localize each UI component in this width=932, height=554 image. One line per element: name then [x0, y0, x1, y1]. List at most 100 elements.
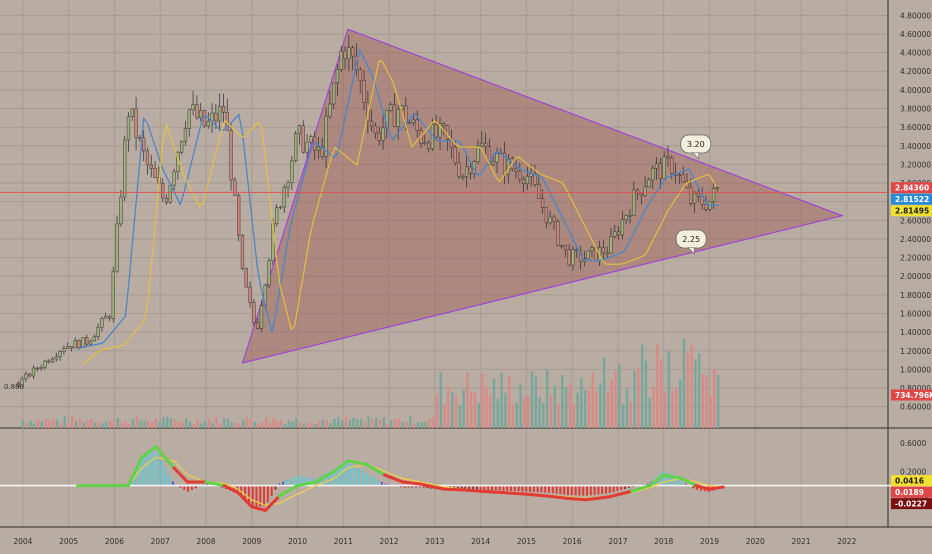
- candle-body: [374, 126, 377, 133]
- volume-bar: [641, 344, 643, 428]
- volume-bar: [341, 420, 343, 428]
- volume-bar: [512, 405, 514, 428]
- macd-hist-bar: [347, 462, 349, 485]
- volume-bar: [113, 419, 115, 428]
- candle-body: [446, 126, 449, 140]
- volume-bar: [288, 420, 290, 428]
- volume-bar: [143, 420, 145, 428]
- candle-body: [108, 317, 111, 319]
- volume-bar: [151, 422, 153, 428]
- volume-bar: [679, 379, 681, 428]
- macd-line-segment: [252, 507, 266, 511]
- volume-bar: [234, 423, 236, 428]
- candle-body: [477, 146, 480, 162]
- macd-hist-bar: [514, 486, 516, 492]
- macd-line-segment: [526, 494, 549, 496]
- candle-body: [363, 81, 366, 103]
- volume-bar: [637, 368, 639, 428]
- candle-body: [233, 180, 236, 195]
- candle-body: [332, 83, 335, 104]
- candle-body: [207, 121, 210, 126]
- candle-body: [184, 129, 187, 142]
- volume-bar: [470, 392, 472, 428]
- candle-body: [625, 216, 628, 220]
- candle-body: [632, 190, 635, 215]
- candle-body: [515, 169, 518, 171]
- candle-body: [602, 247, 605, 253]
- macd-hist-bar: [525, 486, 527, 492]
- candle-body: [648, 180, 651, 187]
- macd-hist-bar: [271, 486, 273, 496]
- candle-body: [275, 208, 278, 224]
- macd-hist-bar: [552, 486, 554, 494]
- volume-bar: [462, 390, 464, 428]
- y-tick-label: 2.00000: [900, 272, 931, 281]
- x-tick-label: 2009: [242, 537, 261, 546]
- y-tick-label: 1.80000: [900, 291, 931, 300]
- volume-bar: [383, 417, 385, 428]
- volume-bar: [649, 398, 651, 428]
- x-tick-label: 2014: [471, 537, 490, 546]
- volume-bar: [326, 420, 328, 428]
- volume-bar: [238, 423, 240, 428]
- volume-bar: [162, 417, 164, 428]
- volume-bar: [485, 387, 487, 428]
- candle-body: [408, 123, 411, 124]
- candle-body: [154, 168, 157, 177]
- macd-hist-bar: [263, 486, 265, 507]
- volume-bar: [223, 418, 225, 428]
- volume-bar: [519, 384, 521, 428]
- candle-body: [587, 251, 590, 259]
- candle-body: [294, 134, 297, 161]
- candle-body: [40, 367, 43, 368]
- macd-hist-bar: [153, 450, 155, 485]
- candle-body: [336, 69, 339, 82]
- volume-bar: [554, 386, 556, 428]
- volume-bar: [508, 376, 510, 428]
- candle-body: [127, 117, 130, 140]
- volume-bar: [645, 361, 647, 428]
- macd-hist-bar: [537, 486, 539, 493]
- x-tick-label: 2011: [334, 537, 353, 546]
- volume-bar: [215, 417, 217, 428]
- x-tick-label: 2018: [654, 537, 673, 546]
- volume-bar: [451, 392, 453, 428]
- candle-body: [461, 176, 464, 177]
- volume-bar: [364, 420, 366, 428]
- volume-bar: [405, 421, 407, 428]
- annotation-upper: 3.20: [687, 140, 705, 149]
- candle-body: [51, 359, 54, 362]
- volume-bar: [386, 424, 388, 428]
- candle-body: [492, 162, 495, 165]
- volume-bar: [371, 419, 373, 428]
- volume-bar: [71, 416, 73, 428]
- volume-bar: [227, 419, 229, 428]
- volume-bar: [702, 374, 704, 428]
- volume-bar: [265, 418, 267, 428]
- volume-bar: [478, 403, 480, 428]
- volume-bar: [128, 424, 130, 428]
- macd-hist-bar: [563, 486, 565, 495]
- volume-bar: [200, 423, 202, 428]
- candle-body: [290, 161, 293, 183]
- volume-badge: 734.796K: [895, 391, 932, 400]
- candle-body: [572, 250, 575, 265]
- macd-line-segment: [650, 475, 664, 486]
- macd-tick-label: 0.6000: [900, 439, 926, 448]
- candle-body: [44, 361, 47, 367]
- volume-bar: [550, 395, 552, 428]
- candle-body: [306, 142, 309, 152]
- macd-hist-bar: [575, 486, 577, 496]
- volume-bar: [356, 420, 358, 428]
- volume-bar: [250, 420, 252, 428]
- candle-body: [218, 106, 221, 121]
- candle-body: [245, 269, 248, 287]
- macd-tick-label: 0.2000: [900, 467, 926, 476]
- candle-body: [47, 361, 50, 362]
- candle-body: [287, 183, 290, 188]
- volume-bar: [565, 387, 567, 428]
- macd-line-segment: [384, 475, 402, 482]
- x-tick-label: 2020: [746, 537, 765, 546]
